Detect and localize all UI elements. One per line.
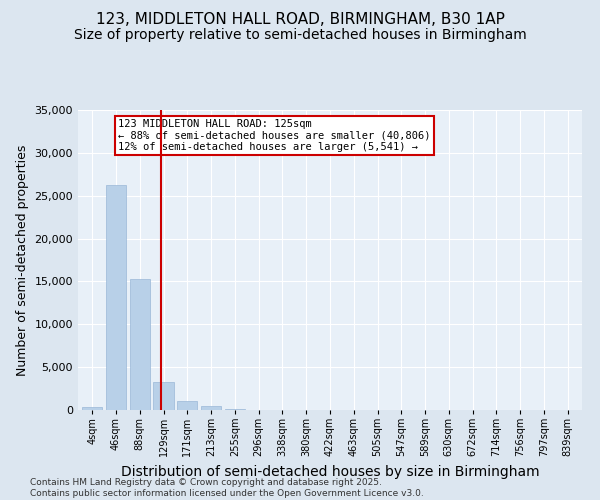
Text: 123, MIDDLETON HALL ROAD, BIRMINGHAM, B30 1AP: 123, MIDDLETON HALL ROAD, BIRMINGHAM, B3… (95, 12, 505, 28)
Bar (106, 184, 126, 410)
Bar (177, 401, 197, 410)
Y-axis label: Number of semi-detached properties: Number of semi-detached properties (16, 144, 29, 376)
Bar (130, 279, 150, 410)
Text: 123 MIDDLETON HALL ROAD: 125sqm
← 88% of semi-detached houses are smaller (40,80: 123 MIDDLETON HALL ROAD: 125sqm ← 88% of… (118, 119, 431, 152)
X-axis label: Distribution of semi-detached houses by size in Birmingham: Distribution of semi-detached houses by … (121, 465, 539, 479)
Bar (201, 406, 221, 410)
Bar (154, 382, 173, 410)
Text: Size of property relative to semi-detached houses in Birmingham: Size of property relative to semi-detach… (74, 28, 526, 42)
Bar (82, 406, 103, 410)
Text: Contains HM Land Registry data © Crown copyright and database right 2025.
Contai: Contains HM Land Registry data © Crown c… (30, 478, 424, 498)
Bar (225, 408, 245, 410)
